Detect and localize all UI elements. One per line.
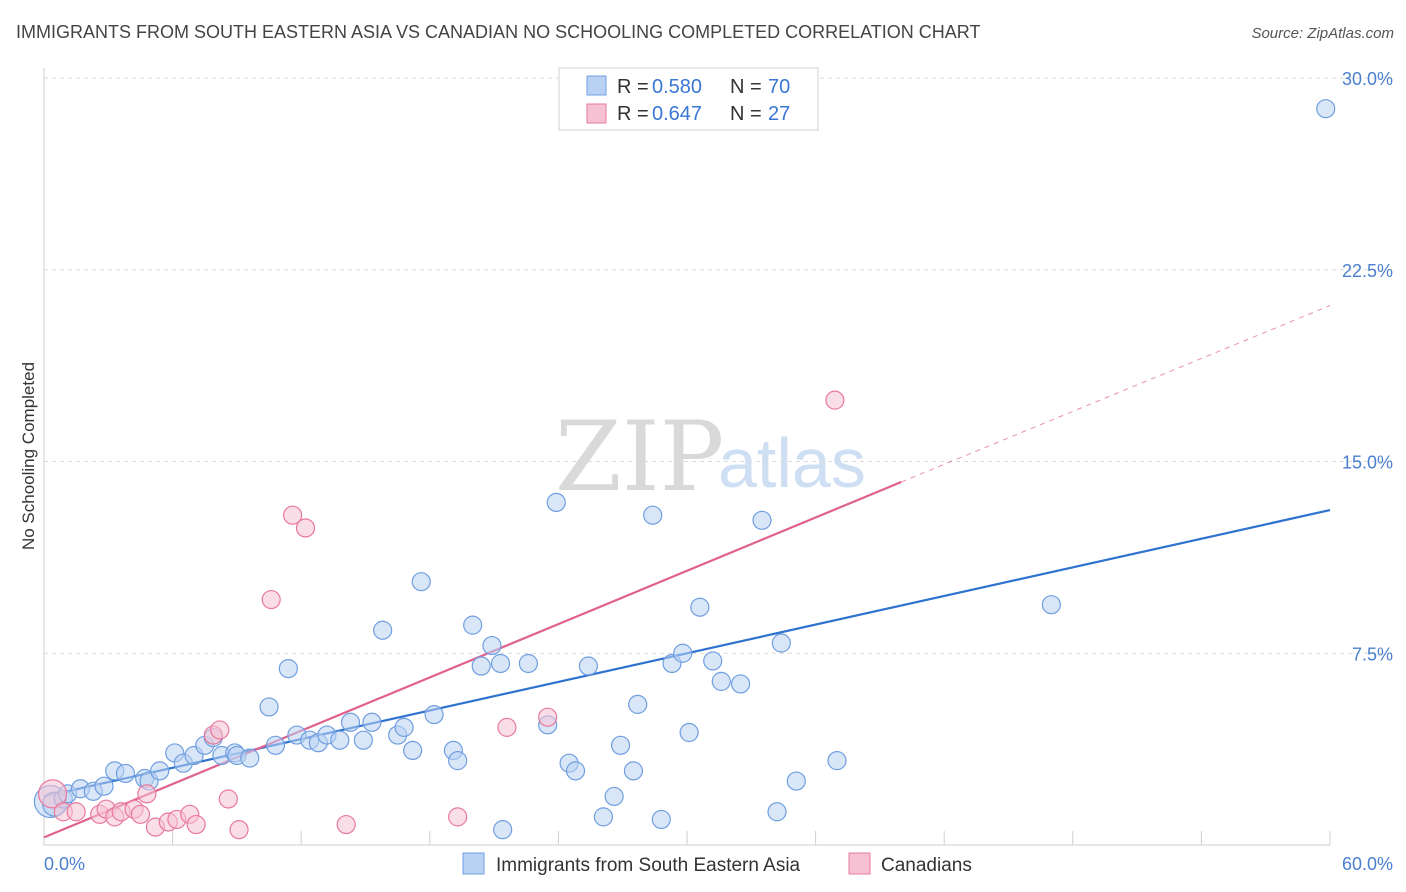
point-pink-22	[336, 814, 356, 835]
point-blue-23	[278, 658, 298, 679]
point-pink-18	[229, 820, 249, 840]
point-blue-30	[353, 730, 373, 750]
point-pink-19	[261, 589, 281, 610]
point-blue-36	[411, 572, 431, 592]
legend-n-value-blue: 70	[768, 76, 790, 98]
point-pink-25	[538, 707, 558, 727]
point-blue-41	[471, 656, 491, 676]
watermark: ZIP atlas	[555, 401, 866, 513]
top-legend: R = 0.580 N = 70 R = 0.647 N = 27	[558, 67, 819, 131]
point-blue-62	[703, 651, 723, 671]
point-pink-8	[130, 804, 151, 824]
tick-labels: 7.5% 15.0% 22.5% 30.0% 0.0% 60.0%	[44, 69, 1393, 874]
point-pink-0	[37, 779, 68, 809]
legend-swatch-blue	[586, 75, 607, 96]
point-blue-44	[493, 820, 513, 840]
point-blue-55	[628, 694, 648, 714]
point-blue-61	[690, 597, 710, 617]
point-pink-23	[448, 807, 468, 827]
point-blue-71	[1316, 99, 1336, 119]
bottom-legend-swatch-pink	[848, 852, 871, 875]
watermark-atlas: atlas	[718, 424, 866, 502]
point-blue-32	[373, 620, 393, 640]
point-pink-26	[825, 390, 845, 410]
y-tick-label-1: 15.0%	[1342, 453, 1393, 473]
point-blue-39	[448, 751, 468, 771]
point-blue-52	[604, 786, 624, 807]
y-axis-label: No Schooling Completed	[19, 362, 38, 550]
legend-n-value-pink: 27	[768, 103, 790, 125]
y-tick-label-0: 7.5%	[1352, 644, 1393, 664]
point-blue-11	[150, 761, 170, 781]
point-blue-42	[482, 635, 502, 656]
source-label: Source: ZipAtlas.com	[1251, 25, 1394, 42]
point-blue-47	[546, 492, 566, 513]
point-blue-65	[752, 510, 772, 530]
point-blue-45	[518, 653, 538, 674]
point-blue-70	[1041, 595, 1061, 615]
point-pink-16	[210, 720, 230, 740]
point-blue-31	[362, 712, 382, 732]
point-blue-28	[330, 730, 350, 750]
trend-line-pink	[43, 480, 902, 839]
watermark-zip: ZIP	[555, 401, 724, 513]
x-tick-label-1: 60.0%	[1342, 854, 1393, 874]
x-tick-label-0: 0.0%	[44, 854, 85, 874]
point-blue-40	[463, 615, 483, 635]
point-blue-67	[771, 633, 791, 653]
axes	[43, 68, 1331, 846]
point-blue-43	[490, 653, 511, 674]
point-pink-14	[186, 814, 206, 835]
point-blue-64	[730, 674, 751, 694]
legend-r-label-blue: R =	[617, 76, 649, 98]
chart-title: IMMIGRANTS FROM SOUTH EASTERN ASIA VS CA…	[16, 22, 980, 42]
grid-lines	[44, 77, 1392, 654]
point-blue-68	[786, 771, 806, 791]
y-tick-label-3: 30.0%	[1342, 69, 1393, 89]
y-tick-label-2: 22.5%	[1342, 261, 1393, 281]
point-pink-21	[295, 518, 316, 538]
legend-r-value-blue: 0.580	[652, 76, 702, 98]
legend-swatch-pink	[586, 103, 607, 124]
point-blue-37	[424, 705, 444, 725]
legend-r-label-pink: R =	[617, 103, 649, 125]
point-pink-9	[137, 784, 157, 804]
point-blue-56	[643, 505, 663, 525]
point-pink-2	[66, 802, 86, 822]
point-blue-53	[610, 735, 631, 755]
data-points	[33, 99, 1336, 840]
point-blue-22	[265, 735, 286, 755]
trend-extension-pink	[901, 305, 1331, 483]
point-blue-60	[679, 722, 699, 743]
bottom-legend: Immigrants from South Eastern Asia Canad…	[462, 852, 972, 876]
point-blue-63	[711, 671, 731, 691]
point-blue-29	[340, 712, 361, 732]
point-blue-8	[115, 763, 136, 784]
point-blue-34	[394, 717, 414, 737]
point-pink-24	[497, 717, 517, 737]
point-blue-69	[827, 751, 847, 771]
point-pink-20	[283, 505, 303, 525]
legend-n-label-blue: N =	[730, 76, 762, 98]
legend-n-label-pink: N =	[730, 103, 762, 125]
legend-r-value-pink: 0.647	[652, 103, 702, 125]
point-blue-59	[673, 643, 693, 663]
point-pink-17	[218, 789, 238, 809]
bottom-legend-label-pink: Canadians	[881, 855, 972, 876]
point-blue-51	[593, 807, 614, 827]
point-blue-54	[623, 761, 644, 781]
point-blue-57	[651, 809, 671, 830]
point-blue-6	[94, 776, 114, 796]
bottom-legend-swatch-blue	[462, 852, 485, 875]
point-blue-66	[767, 802, 787, 822]
bottom-legend-label-blue: Immigrants from South Eastern Asia	[496, 855, 801, 876]
point-blue-21	[259, 697, 279, 717]
point-blue-49	[565, 761, 586, 781]
point-blue-20	[240, 748, 260, 768]
point-blue-50	[578, 656, 599, 676]
point-blue-35	[403, 740, 423, 761]
